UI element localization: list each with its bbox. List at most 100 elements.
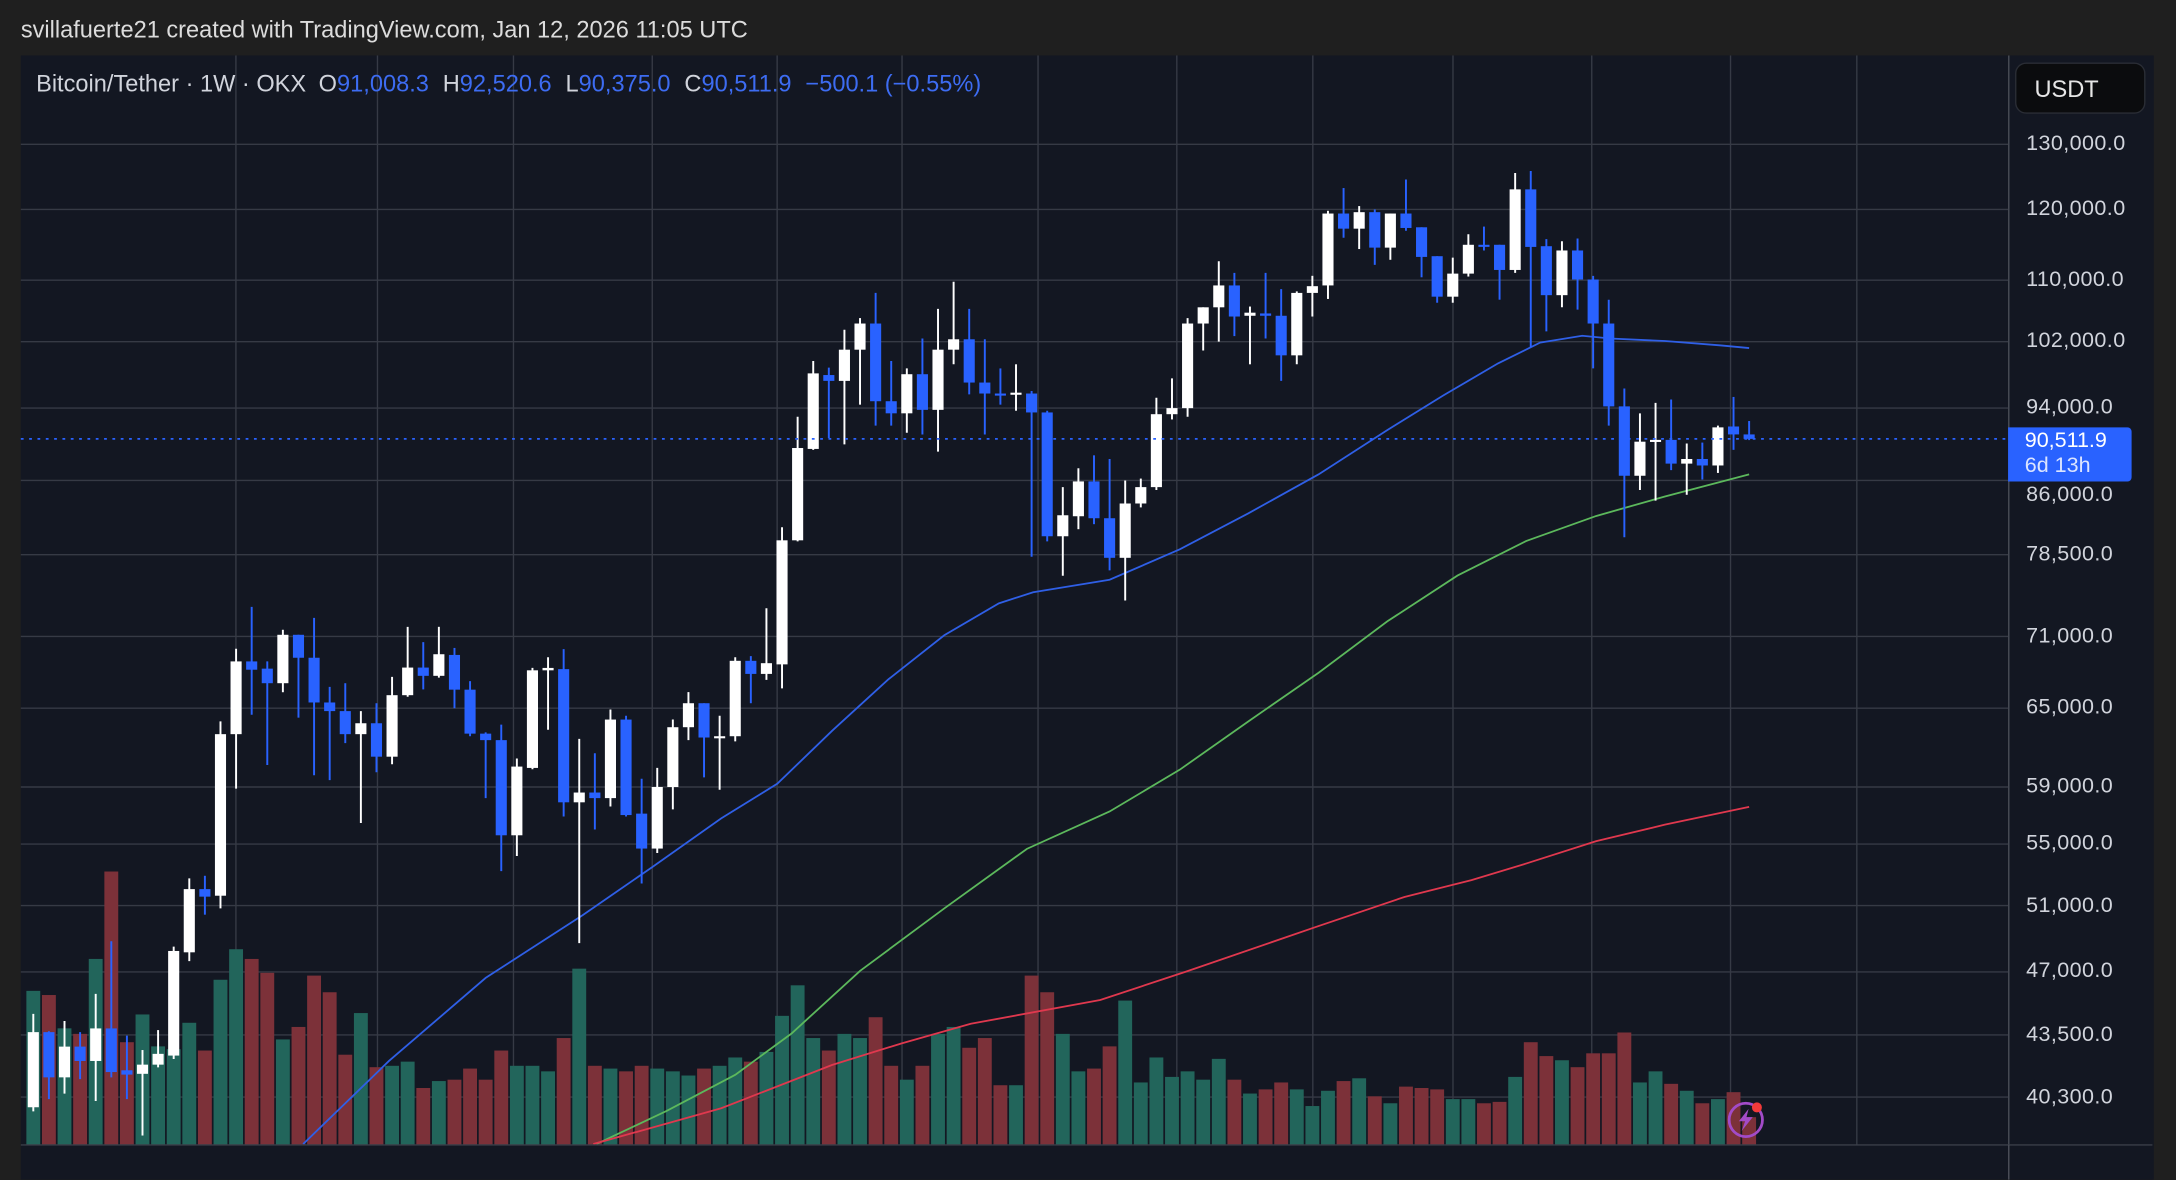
candle-body — [1727, 426, 1740, 435]
volume-bar — [1601, 1053, 1616, 1145]
candle-body — [214, 734, 227, 896]
symbol-title[interactable]: Bitcoin/Tether · 1W · OKX — [36, 70, 307, 98]
volume-bar — [1710, 1099, 1725, 1145]
candle-body — [901, 374, 913, 414]
candle — [1275, 289, 1287, 381]
chart-panel[interactable] — [20, 55, 2153, 1180]
change-value: −500.1 (−0.55%) — [805, 70, 982, 98]
candle-body — [168, 950, 180, 1056]
candle-body — [495, 740, 507, 836]
price-axis[interactable] — [2008, 55, 2154, 1180]
volume-bar — [1040, 992, 1055, 1145]
candle — [433, 626, 445, 678]
volume-bar — [1664, 1083, 1679, 1145]
candle-body — [760, 663, 772, 674]
volume-bar — [946, 1026, 961, 1145]
volume-bar — [619, 1071, 633, 1145]
candle — [1665, 399, 1677, 471]
volume-bar — [151, 1046, 166, 1145]
candle — [324, 686, 336, 781]
volume-bar — [1633, 1082, 1647, 1145]
candle-body — [152, 1053, 164, 1065]
candle — [1727, 396, 1740, 450]
candle — [1057, 487, 1069, 576]
volume-bar — [915, 1065, 930, 1145]
candle — [1369, 209, 1381, 265]
candle-body — [776, 540, 788, 665]
candle — [589, 753, 601, 830]
candle-body — [854, 323, 866, 350]
candle-body — [105, 1028, 117, 1073]
candle-body — [1478, 244, 1490, 247]
volume-bar — [416, 1088, 431, 1145]
candle — [667, 719, 679, 810]
candle-body — [792, 448, 804, 541]
candle-body — [823, 375, 835, 381]
candle — [870, 292, 882, 426]
volume-bar — [1695, 1103, 1710, 1145]
candle-body — [807, 373, 819, 449]
candle-body — [729, 660, 741, 737]
close-label: C — [684, 70, 702, 98]
candle-body — [386, 695, 398, 757]
price-tick-label: 55,000.0 — [2026, 831, 2114, 856]
price-tick-label: 130,000.0 — [2026, 131, 2126, 156]
candle-body — [90, 1028, 102, 1061]
volume-bar — [977, 1038, 992, 1145]
candle — [1603, 299, 1615, 426]
candle — [230, 648, 242, 789]
candle-body — [1634, 441, 1646, 476]
volume-bar — [1399, 1086, 1413, 1145]
volume-bar — [806, 1038, 821, 1145]
volume-bar — [587, 1065, 602, 1145]
moving-average-line — [596, 473, 1750, 1145]
volume-bar — [868, 1017, 883, 1145]
candle-body — [589, 792, 601, 799]
candle — [1743, 421, 1755, 441]
candle — [573, 738, 585, 944]
candle — [620, 715, 632, 817]
candle — [636, 778, 648, 884]
high-value: 92,520.6 — [459, 70, 552, 98]
axis-corner-divider — [2008, 1144, 2010, 1180]
candle — [1571, 238, 1584, 310]
candle — [1041, 410, 1053, 542]
volume-bar — [431, 1081, 446, 1145]
candle-body — [1150, 414, 1162, 488]
open-value: 91,008.3 — [337, 70, 429, 98]
candle-body — [480, 733, 492, 741]
lightning-bolt-icon[interactable] — [1725, 1098, 1767, 1140]
candle — [1353, 206, 1365, 250]
candle-body — [355, 723, 367, 735]
volume-bar — [509, 1065, 524, 1145]
candle — [1228, 272, 1240, 337]
candle-body — [1665, 439, 1677, 464]
candle-body — [620, 719, 632, 816]
candle — [963, 308, 975, 395]
candle — [838, 329, 850, 445]
volume-bar — [494, 1050, 509, 1145]
candle — [1384, 213, 1396, 260]
currency-button[interactable]: USDT — [2015, 62, 2146, 114]
candle — [1213, 261, 1225, 342]
volume-bar — [1258, 1089, 1273, 1145]
price-tick-label: 120,000.0 — [2026, 196, 2126, 221]
candle — [1634, 413, 1646, 490]
volume-bar — [1321, 1090, 1335, 1145]
volume-bar — [197, 1050, 212, 1145]
candle-body — [121, 1070, 133, 1075]
candle-body — [1275, 315, 1287, 356]
volume-bar — [775, 1015, 789, 1145]
candle-body — [1712, 427, 1724, 466]
volume-bar — [1352, 1078, 1367, 1145]
volume-bar — [821, 1050, 836, 1145]
candle — [1338, 188, 1350, 238]
candle-body — [1587, 279, 1599, 324]
candle-body — [1447, 273, 1459, 297]
candle-body — [1353, 212, 1365, 229]
candle — [152, 1030, 164, 1068]
open-label: O — [318, 70, 338, 98]
candle-body — [573, 792, 585, 803]
candle — [1712, 425, 1724, 473]
